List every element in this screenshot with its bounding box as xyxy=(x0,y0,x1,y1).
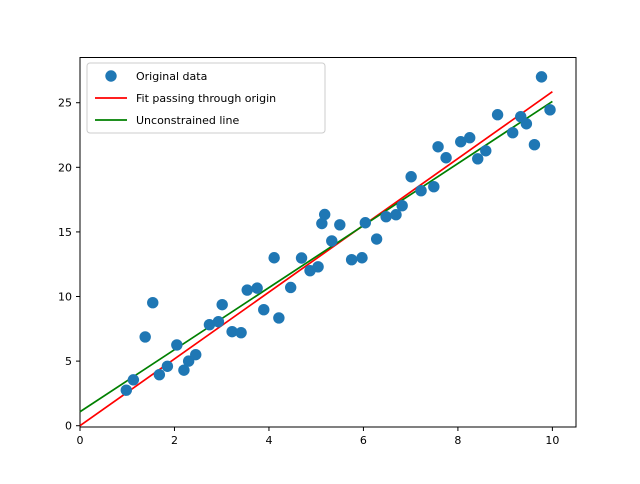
y-tick-label: 0 xyxy=(65,420,72,433)
x-tick-label: 4 xyxy=(265,434,272,447)
scatter-point xyxy=(345,253,358,266)
scatter-point xyxy=(318,208,331,221)
scatter-point xyxy=(507,126,519,139)
y-tick-label: 15 xyxy=(58,226,72,239)
y-tick-label: 5 xyxy=(65,355,72,368)
scatter-point xyxy=(464,132,476,144)
scatter-point xyxy=(359,217,372,229)
scatter-point xyxy=(528,139,541,151)
scatter-point xyxy=(153,368,166,381)
scatter-point xyxy=(520,118,533,130)
scatter-point xyxy=(544,104,556,116)
scatter-point xyxy=(284,281,297,294)
scatter-point xyxy=(405,171,417,183)
legend-label: Fit passing through origin xyxy=(136,92,276,105)
scatter-point xyxy=(258,303,270,316)
scatter-point xyxy=(235,326,247,339)
scatter-point xyxy=(251,282,263,294)
scatter-point xyxy=(127,374,140,386)
legend-box xyxy=(86,62,326,134)
y-tick-label: 10 xyxy=(58,291,72,304)
scatter-point xyxy=(203,318,216,331)
scatter-point xyxy=(380,210,392,223)
scatter-point xyxy=(139,331,151,343)
x-tick-label: 2 xyxy=(171,434,178,447)
scatter-point xyxy=(535,71,548,83)
legend-scatter-marker xyxy=(105,70,117,82)
legend-label: Original data xyxy=(136,70,207,83)
scatter-point xyxy=(356,252,368,264)
scatter-point xyxy=(326,235,338,247)
x-tick-label: 8 xyxy=(454,434,461,447)
scatter-point xyxy=(241,284,253,296)
scatter-point xyxy=(428,180,440,193)
scatter-point xyxy=(370,233,383,245)
scatter-point xyxy=(491,109,504,121)
scatter-point xyxy=(147,297,159,309)
scatter-point xyxy=(226,325,238,338)
scatter-point xyxy=(216,298,228,311)
scatter-point xyxy=(212,316,225,328)
scatter-point xyxy=(472,153,484,165)
scatter-point xyxy=(480,145,492,157)
scatter-point xyxy=(295,252,308,264)
scatter-point xyxy=(312,261,324,273)
y-tick-label: 25 xyxy=(58,97,72,110)
scatter-point xyxy=(440,152,452,164)
legend-label: Unconstrained line xyxy=(136,114,239,127)
unconstrained-line xyxy=(79,100,553,413)
scatter-point xyxy=(190,348,202,361)
legend: Original data Fit passing through origin U… xyxy=(86,62,326,134)
x-tick-label: 0 xyxy=(77,434,84,447)
scatter-point xyxy=(415,185,427,197)
scatter-point xyxy=(316,217,328,230)
scatter-point xyxy=(390,209,402,221)
scatter-point xyxy=(334,219,346,231)
scatter-point xyxy=(396,199,408,212)
scatter-point xyxy=(273,312,285,324)
x-tick-label: 6 xyxy=(360,434,367,447)
x-tick-label: 10 xyxy=(545,434,559,447)
scatter-point xyxy=(161,360,174,372)
scatter-point xyxy=(432,141,444,153)
scatter-point xyxy=(268,252,280,264)
scatter-point xyxy=(120,384,132,396)
scatter-point xyxy=(171,339,183,351)
y-tick-label: 20 xyxy=(58,161,72,174)
scatter-point xyxy=(455,136,467,148)
scatter-point xyxy=(178,364,190,376)
